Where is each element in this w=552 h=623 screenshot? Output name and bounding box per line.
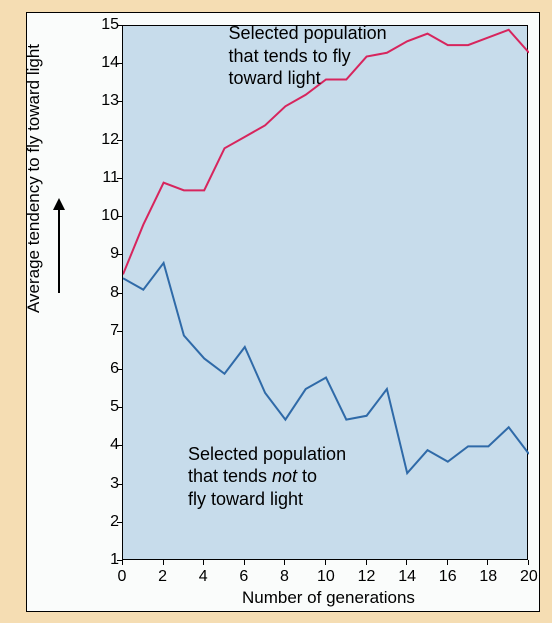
x-tick-mark: [325, 560, 326, 565]
x-tick-mark: [447, 560, 448, 565]
x-tick-mark: [163, 560, 164, 565]
y-tick-mark: [117, 63, 122, 64]
y-tick-mark: [117, 293, 122, 294]
y-tick-mark: [117, 407, 122, 408]
y-axis-label: Average tendency to fly toward light: [24, 44, 44, 313]
x-tick-label: 16: [439, 568, 455, 586]
x-tick-label: 12: [358, 568, 374, 586]
x-tick-mark: [203, 560, 204, 565]
x-tick-mark: [284, 560, 285, 565]
y-tick-mark: [117, 445, 122, 446]
y-tick-mark: [117, 140, 122, 141]
x-tick-label: 20: [520, 568, 536, 586]
y-tick-mark: [117, 484, 122, 485]
x-tick-mark: [487, 560, 488, 565]
y-tick-mark: [117, 522, 122, 523]
x-tick-label: 8: [276, 568, 292, 586]
annotation-not-toward-light: Selected populationthat tends not tofly …: [188, 443, 346, 511]
y-tick-mark: [117, 101, 122, 102]
y-tick-mark: [117, 216, 122, 217]
plot-area: Selected populationthat tends to flytowa…: [122, 25, 528, 560]
arrow-icon: [49, 198, 69, 298]
x-tick-mark: [528, 560, 529, 565]
y-tick-mark: [117, 254, 122, 255]
y-tick-mark: [117, 178, 122, 179]
y-tick-mark: [117, 331, 122, 332]
x-tick-mark: [244, 560, 245, 565]
y-tick-mark: [117, 25, 122, 26]
annotation-toward-light: Selected populationthat tends to flytowa…: [229, 22, 387, 90]
x-tick-label: 2: [155, 568, 171, 586]
y-tick-mark: [117, 369, 122, 370]
chart-panel: Selected populationthat tends to flytowa…: [26, 12, 540, 612]
x-tick-mark: [366, 560, 367, 565]
x-tick-label: 18: [479, 568, 495, 586]
x-tick-label: 14: [398, 568, 414, 586]
x-axis-label: Number of generations: [242, 588, 415, 608]
x-tick-label: 10: [317, 568, 333, 586]
x-tick-label: 6: [236, 568, 252, 586]
x-tick-mark: [122, 560, 123, 565]
x-tick-label: 4: [195, 568, 211, 586]
x-tick-mark: [406, 560, 407, 565]
x-tick-label: 0: [114, 568, 130, 586]
